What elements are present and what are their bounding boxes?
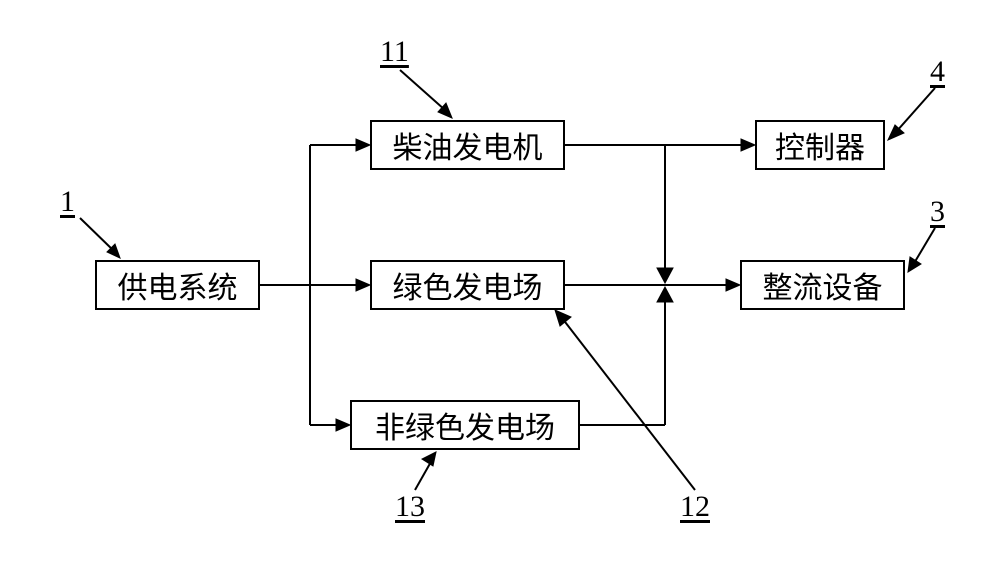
ref-label-4: 4: [930, 55, 945, 89]
arrowhead-n11: [356, 139, 370, 151]
ref-label-3-text: 3: [930, 195, 945, 228]
node-controller: 控制器: [755, 120, 885, 170]
arrowhead-n3: [726, 279, 740, 291]
leader-r12: [562, 318, 695, 490]
node-diesel-generator-label: 柴油发电机: [393, 123, 543, 167]
node-non-green-power-plant-label: 非绿色发电场: [375, 403, 555, 447]
leader-r11: [400, 70, 445, 110]
node-power-system-label: 供电系统: [118, 263, 238, 307]
ref-label-11: 11: [380, 35, 409, 69]
leader-r3-arrow: [908, 257, 921, 272]
leader-r1: [80, 218, 115, 252]
ref-label-11-text: 11: [380, 35, 409, 68]
node-rectifier: 整流设备: [740, 260, 905, 310]
ref-label-3: 3: [930, 195, 945, 229]
node-controller-label: 控制器: [775, 123, 865, 167]
leader-r12-arrow: [555, 310, 571, 326]
node-green-power-plant-label: 绿色发电场: [393, 263, 543, 307]
leader-r4-arrow: [888, 125, 904, 140]
ref-label-1-text: 1: [60, 185, 75, 218]
leader-r13: [415, 460, 432, 490]
arrowhead-n12: [356, 279, 370, 291]
node-green-power-plant: 绿色发电场: [370, 260, 565, 310]
leader-r13-arrow: [422, 452, 436, 466]
junction-top: [657, 268, 673, 283]
leader-r3: [913, 228, 935, 265]
leader-r4: [896, 88, 935, 132]
arrowhead-n4: [741, 139, 755, 151]
leader-r11-arrow: [438, 103, 452, 118]
junction-bottom: [657, 287, 673, 302]
node-diesel-generator: 柴油发电机: [370, 120, 565, 170]
ref-label-1: 1: [60, 185, 75, 219]
ref-label-12-text: 12: [680, 490, 710, 523]
ref-label-4-text: 4: [930, 55, 945, 88]
ref-label-13-text: 13: [395, 490, 425, 523]
arrowhead-n13: [336, 419, 350, 431]
node-non-green-power-plant: 非绿色发电场: [350, 400, 580, 450]
leader-r1-arrow: [107, 244, 120, 258]
node-rectifier-label: 整流设备: [763, 263, 883, 307]
node-power-system: 供电系统: [95, 260, 260, 310]
ref-label-13: 13: [395, 490, 425, 524]
ref-label-12: 12: [680, 490, 710, 524]
